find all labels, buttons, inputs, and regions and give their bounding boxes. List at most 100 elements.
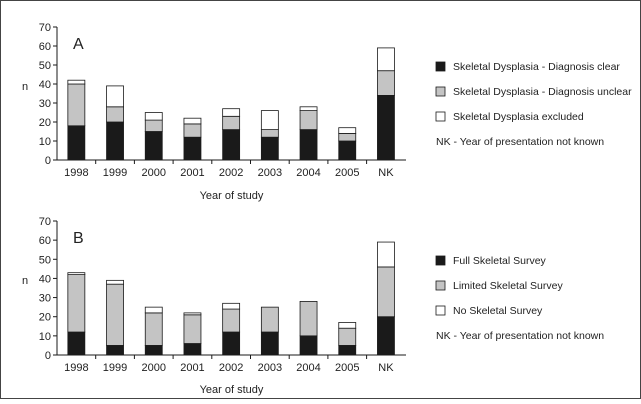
legend-entry: Skeletal Dysplasia - Diagnosis clear	[453, 61, 620, 73]
legend-note: NK - Year of presentation not known	[436, 330, 604, 342]
bar-segment	[106, 345, 124, 356]
bar-segment	[106, 121, 124, 161]
x-axis-title: Year of study	[200, 190, 264, 202]
bar-segment	[338, 322, 357, 329]
bar-segment	[144, 306, 163, 314]
bar-segment	[67, 125, 86, 161]
legend-entry: No Skeletal Survey	[453, 305, 543, 317]
bar-segment	[260, 136, 279, 161]
y-tick-label: 0	[45, 350, 51, 362]
x-tick-label: 2000	[142, 362, 166, 374]
bar-segment	[377, 316, 395, 356]
bar-segment	[144, 345, 163, 356]
bar-segment	[377, 70, 395, 96]
y-tick-label: 40	[39, 79, 51, 91]
x-tick-label: 2000	[142, 167, 166, 179]
bar-segment	[299, 129, 318, 161]
bar-segment	[260, 110, 279, 130]
bar-segment	[377, 47, 395, 72]
x-tick-label: 2004	[296, 167, 320, 179]
x-tick-label: 2004	[296, 362, 320, 374]
bar-segment	[67, 274, 86, 333]
bar-segment	[106, 279, 124, 285]
bar-segment	[183, 312, 202, 316]
legend-entry: Skeletal Dysplasia - Diagnosis unclear	[453, 86, 632, 98]
x-tick-label: 2001	[180, 362, 204, 374]
bar-segment	[222, 108, 241, 117]
legend-swatch	[435, 280, 446, 291]
y-tick-label: 70	[39, 216, 51, 228]
panel-letter: B	[73, 230, 84, 247]
x-tick-label: 2005	[335, 362, 359, 374]
bar-segment	[67, 272, 86, 275]
y-tick-label: 70	[39, 22, 51, 34]
x-tick-label: 2001	[180, 167, 204, 179]
bar-segment	[338, 127, 357, 134]
y-tick-label: 60	[39, 235, 51, 247]
x-tick-label: 2003	[258, 362, 282, 374]
bar-segment	[377, 266, 395, 318]
y-tick-label: 20	[39, 117, 51, 129]
legend-swatch	[435, 86, 446, 97]
bar-segment	[183, 343, 202, 356]
y-tick-label: 50	[39, 254, 51, 266]
bar-segment	[260, 306, 279, 333]
bar-segment	[106, 85, 124, 108]
bar-segment	[222, 129, 241, 161]
bar-segment	[299, 110, 318, 130]
bar-segment	[299, 335, 318, 356]
bar-segment	[338, 140, 357, 161]
x-tick-label: 2005	[335, 167, 359, 179]
bar-segment	[222, 331, 241, 356]
x-tick-label: 1998	[64, 362, 88, 374]
legend-swatch	[435, 111, 446, 122]
bar-segment	[299, 300, 318, 337]
bar-segment	[338, 327, 357, 346]
x-tick-label: NK	[378, 167, 394, 179]
x-axis-title: Year of study	[200, 384, 264, 396]
bar-segment	[67, 331, 86, 356]
bar-segment	[183, 123, 202, 138]
legend-entry: Skeletal Dysplasia excluded	[453, 111, 584, 123]
bar-segment	[260, 331, 279, 356]
x-tick-label: 1999	[103, 362, 127, 374]
x-tick-label: 2002	[219, 167, 243, 179]
bar-segment	[377, 241, 395, 268]
panel-letter: A	[73, 36, 84, 53]
bar-segment	[183, 136, 202, 161]
bar-segment	[377, 95, 395, 161]
y-tick-label: 10	[39, 331, 51, 343]
y-tick-label: 20	[39, 312, 51, 324]
y-axis-label: n	[22, 275, 28, 287]
legend-note: NK - Year of presentation not known	[436, 136, 604, 148]
y-tick-label: 50	[39, 60, 51, 72]
bar-segment	[144, 131, 163, 161]
y-tick-label: 60	[39, 41, 51, 53]
bar-segment	[144, 112, 163, 121]
bar-segment	[338, 132, 357, 142]
legend-swatch	[435, 255, 446, 266]
legend-entry: Limited Skeletal Survey	[453, 280, 563, 292]
bar-segment	[222, 302, 241, 310]
bar-segment	[260, 129, 279, 138]
y-axis-label: n	[22, 81, 28, 93]
bar-segment	[67, 83, 86, 127]
legend-swatch	[435, 305, 446, 316]
bar-segment	[106, 283, 124, 346]
y-tick-label: 30	[39, 98, 51, 110]
y-tick-label: 40	[39, 273, 51, 285]
x-tick-label: NK	[378, 362, 394, 374]
bar-segment	[338, 345, 357, 356]
bar-segment	[144, 312, 163, 346]
y-tick-label: 0	[45, 155, 51, 167]
bar-segment	[67, 79, 86, 85]
y-tick-label: 30	[39, 293, 51, 305]
bar-segment	[183, 314, 202, 344]
bar-segment	[222, 115, 241, 131]
x-tick-label: 2002	[219, 362, 243, 374]
x-tick-label: 1998	[64, 167, 88, 179]
bar-segment	[222, 308, 241, 333]
x-tick-label: 1999	[103, 167, 127, 179]
bar-segment	[144, 119, 163, 132]
